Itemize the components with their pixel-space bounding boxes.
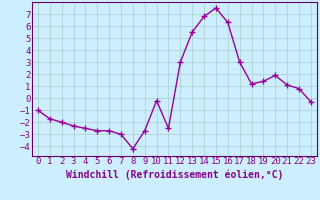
X-axis label: Windchill (Refroidissement éolien,°C): Windchill (Refroidissement éolien,°C) bbox=[66, 169, 283, 180]
